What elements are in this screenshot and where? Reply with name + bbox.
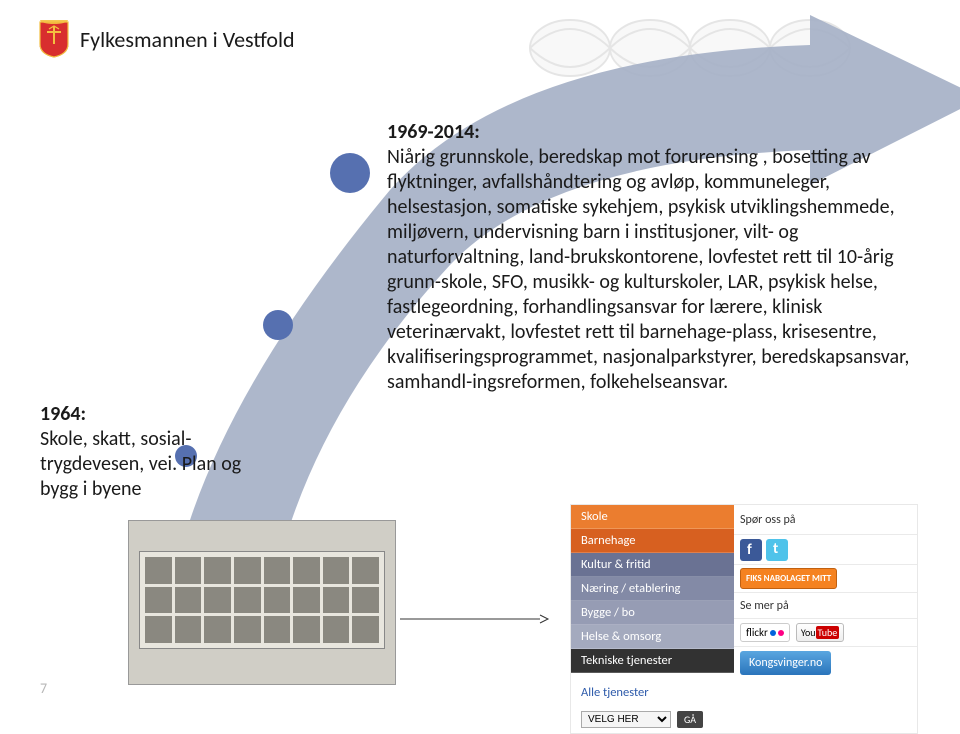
service-select[interactable]: VELG HER [581, 711, 671, 728]
nav-item-kultur[interactable]: Kultur & fritid [571, 553, 734, 577]
nav-right-column: Spør oss på FIKS NABOLAGET MITT Se mer p… [734, 505, 917, 679]
youtube-link[interactable]: YouTube [796, 623, 844, 642]
timeline-dot-2 [263, 310, 293, 340]
timeline-dot-3 [330, 153, 370, 193]
coat-of-arms-icon [38, 20, 70, 58]
kongsvinger-link[interactable]: Kongsvinger.no [740, 651, 831, 675]
header-title: Fylkesmannen i Vestfold [80, 26, 295, 53]
nav-left-column: SkoleBarnehageKultur & fritidNæring / et… [571, 505, 734, 679]
nav-select-row: VELG HER GÅ [571, 706, 917, 733]
thin-arrow-icon [400, 612, 550, 626]
header: Fylkesmannen i Vestfold [38, 20, 295, 58]
twitter-icon[interactable] [766, 539, 788, 561]
see-more-label: Se mer på [740, 599, 789, 613]
nav-item-tekniske[interactable]: Tekniske tjenester [571, 649, 734, 673]
timeline-text-1969: 1969-2014: Niårig grunnskole, beredskap … [387, 120, 937, 395]
year-1969: 1969-2014: [387, 120, 480, 144]
nav-item-bygge[interactable]: Bygge / bo [571, 601, 734, 625]
municipal-nav-widget: SkoleBarnehageKultur & fritidNæring / et… [570, 504, 918, 734]
go-button[interactable]: GÅ [677, 711, 703, 728]
fiks-nabolaget-button[interactable]: FIKS NABOLAGET MITT [740, 568, 837, 589]
ask-us-label: Spør oss på [740, 513, 796, 527]
text-1964-body: Skole, skatt, sosial-trygdevesen, vei. P… [40, 427, 241, 501]
flickr-link[interactable]: flickr [740, 623, 790, 642]
all-services-link[interactable]: Alle tjenester [571, 679, 917, 706]
youtube-tube: Tube [816, 626, 840, 639]
timeline-text-1964: 1964: Skole, skatt, sosial-trygdevesen, … [40, 402, 252, 502]
page-number: 7 [40, 680, 47, 697]
nav-item-helse[interactable]: Helse & omsorg [571, 625, 734, 649]
facebook-icon[interactable] [740, 539, 762, 561]
historical-photo [128, 520, 396, 685]
year-1964: 1964: [40, 402, 86, 426]
nav-item-school[interactable]: Skole [571, 505, 734, 529]
youtube-you: You [801, 626, 816, 639]
nav-item-naering[interactable]: Næring / etablering [571, 577, 734, 601]
flickr-text: flickr [746, 626, 768, 639]
nav-item-barnehage[interactable]: Barnehage [571, 529, 734, 553]
text-1969-body: Niårig grunnskole, beredskap mot foruren… [387, 145, 909, 394]
